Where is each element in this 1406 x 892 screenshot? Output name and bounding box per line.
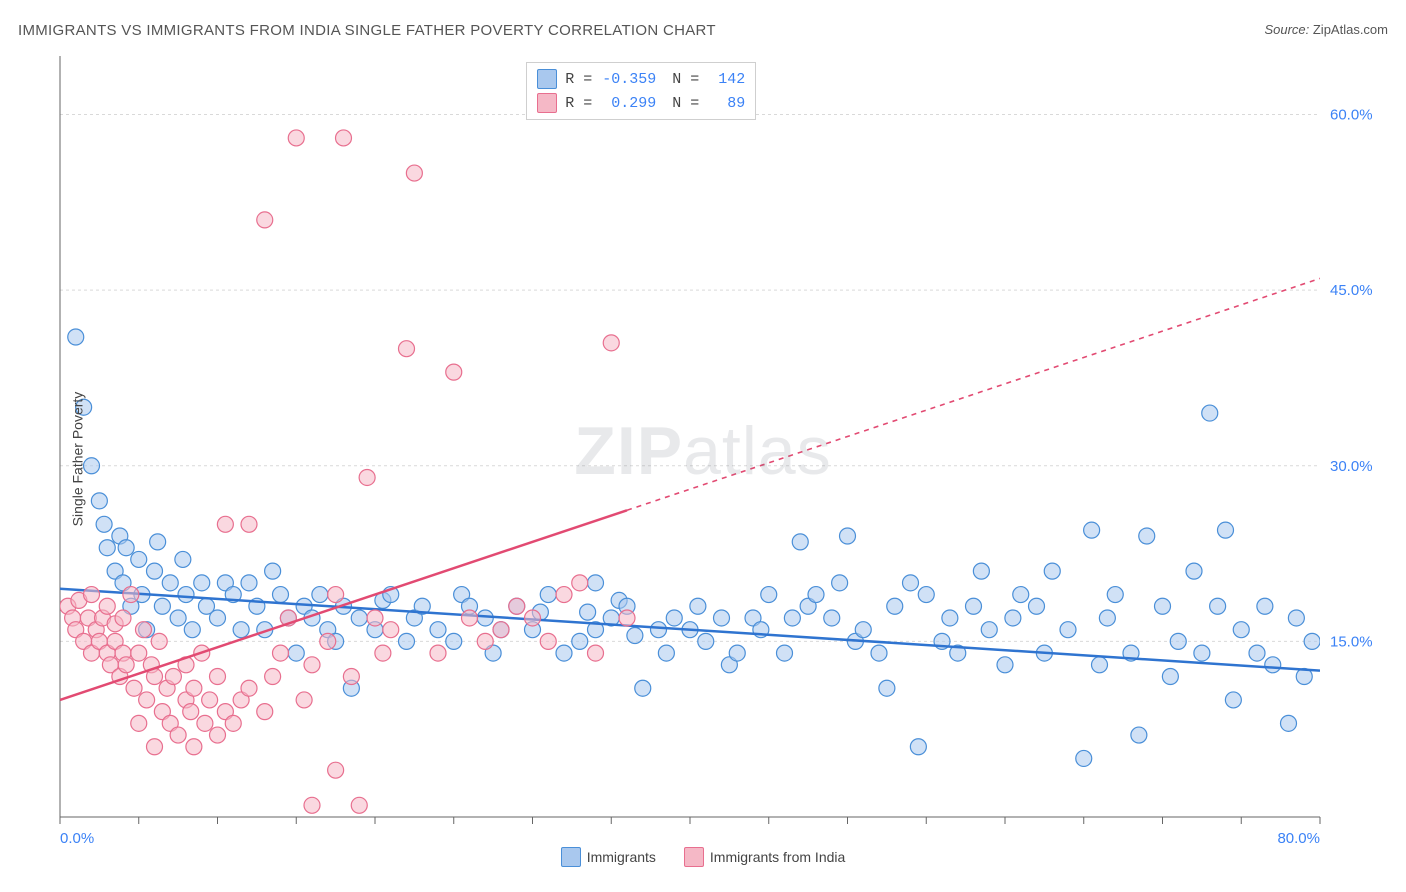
svg-text:80.0%: 80.0% (1277, 830, 1320, 847)
legend-bottom: Immigrants Immigrants from India (18, 847, 1388, 867)
y-axis-label: Single Father Poverty (69, 391, 85, 526)
scatter-chart: 15.0% 30.0% 45.0% 60.0% 0.0% 80.0% (18, 50, 1388, 867)
chart-title: IMMIGRANTS VS IMMIGRANTS FROM INDIA SING… (18, 22, 716, 39)
svg-text:60.0%: 60.0% (1330, 107, 1373, 124)
legend-item: Immigrants (561, 847, 656, 867)
svg-text:30.0%: 30.0% (1330, 458, 1373, 475)
n-value: 142 (707, 71, 745, 88)
stats-swatch (537, 69, 557, 89)
stats-swatch (537, 93, 557, 113)
legend-item: Immigrants from India (684, 847, 845, 867)
svg-text:15.0%: 15.0% (1330, 633, 1373, 650)
r-label: R = (565, 71, 592, 88)
n-label: N = (672, 95, 699, 112)
legend-label: Immigrants from India (710, 849, 845, 865)
stats-row: R = -0.359 N = 142 (537, 67, 745, 91)
n-value: 89 (707, 95, 745, 112)
n-label: N = (672, 71, 699, 88)
chart-container: Single Father Poverty 15.0% 30.0% 45.0% 60.… (18, 50, 1388, 867)
svg-text:0.0%: 0.0% (60, 830, 94, 847)
r-label: R = (565, 95, 592, 112)
legend-swatch (561, 847, 581, 867)
r-value: -0.359 (600, 71, 656, 88)
legend-swatch (684, 847, 704, 867)
correlation-stats-box: R = -0.359 N = 142 R = 0.299 N = 89 (526, 62, 756, 120)
legend-label: Immigrants (587, 849, 656, 865)
stats-row: R = 0.299 N = 89 (537, 91, 745, 115)
source-value: ZipAtlas.com (1313, 22, 1388, 37)
source-label: Source: (1264, 22, 1312, 37)
svg-text:45.0%: 45.0% (1330, 282, 1373, 299)
r-value: 0.299 (600, 95, 656, 112)
source-attribution: Source: ZipAtlas.com (1264, 22, 1388, 37)
